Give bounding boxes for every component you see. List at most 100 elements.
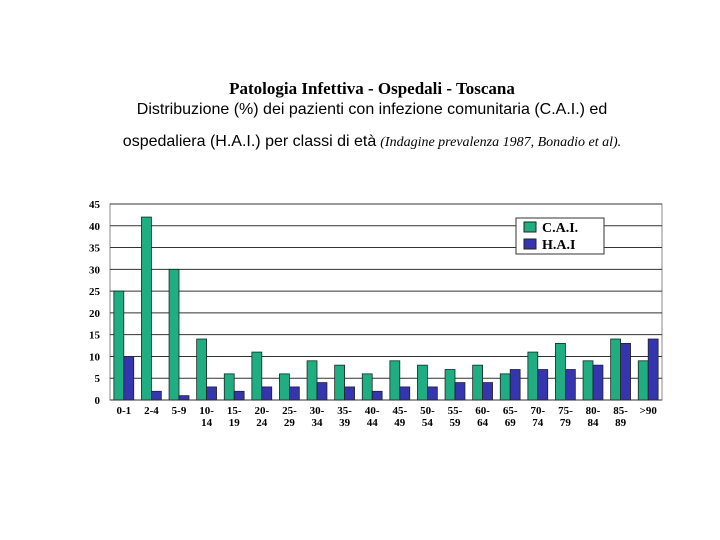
x-tick-label: 20-24 [254, 405, 269, 429]
x-tick-label: 55-59 [448, 405, 463, 429]
bar [482, 382, 493, 401]
x-tick-label: 10-14 [199, 405, 214, 429]
bar [389, 360, 401, 401]
x-tick-label-part: 80- [586, 405, 601, 417]
x-tick-label-part: 15- [227, 405, 242, 417]
x-tick-label-part: 75- [558, 405, 573, 417]
x-tick-label-part: 20- [254, 405, 269, 417]
x-tick-label: 80-84 [586, 405, 601, 429]
x-tick-label-part: 14 [201, 417, 213, 429]
y-tick-label: 45 [89, 199, 101, 211]
x-tick-label: 45-49 [392, 405, 407, 429]
x-tick-label-part: 79 [560, 417, 572, 429]
bar [233, 390, 245, 401]
x-tick-label-part: 64 [477, 417, 489, 429]
x-tick-label: 5-9 [172, 405, 187, 417]
x-tick-label: 0-1 [116, 405, 131, 417]
bar [592, 364, 604, 401]
y-tick-label: 5 [95, 373, 101, 385]
y-tick-label: 0 [95, 395, 101, 407]
x-tick-label: 70-74 [530, 405, 545, 429]
bar [472, 364, 484, 401]
x-tick-label-part: 85- [613, 405, 628, 417]
bar [399, 386, 411, 401]
bar [306, 360, 318, 401]
y-tick-label: 30 [89, 264, 101, 276]
x-tick-label-part: 29 [284, 417, 296, 429]
x-tick-label-part: 45- [392, 405, 407, 417]
bar [178, 395, 190, 401]
x-tick-label-part: 50- [420, 405, 435, 417]
x-tick-label: 85-89 [613, 405, 628, 429]
x-tick-label-part: 89 [615, 417, 627, 429]
x-tick-label-part: 30- [310, 405, 325, 417]
bar [261, 386, 273, 401]
x-tick-label: 25-29 [282, 405, 297, 429]
x-tick-label: 65-69 [503, 405, 518, 429]
chart-title: Patologia Infettiva - Ospedali - Toscana [229, 79, 515, 98]
x-tick-label-part: 34 [312, 417, 324, 429]
x-tick-label: 35-39 [337, 405, 352, 429]
x-tick-label: 40-44 [365, 405, 380, 429]
note: (Indagine prevalenza 1987, Bonadio et al… [380, 135, 621, 150]
legend-label: C.A.I. [542, 221, 578, 236]
bar [454, 382, 466, 401]
bar [537, 369, 549, 401]
x-tick-label-part: 84 [588, 417, 600, 429]
x-tick-label-part: 54 [422, 417, 434, 429]
x-tick-label-part: 19 [229, 417, 241, 429]
bar [251, 351, 263, 401]
x-tick-label: 30-34 [310, 405, 325, 429]
legend-swatch [523, 221, 537, 233]
x-tick-label: 75-79 [558, 405, 573, 429]
bar [555, 342, 566, 401]
x-tick-label-part: 69 [505, 417, 517, 429]
bar [417, 364, 428, 401]
x-tick-label-part: 70- [530, 405, 545, 417]
bar [206, 386, 217, 401]
y-tick-label: 10 [89, 351, 101, 363]
bar [620, 342, 631, 401]
bar [509, 369, 521, 401]
bar [279, 373, 290, 401]
y-tick-label: 25 [89, 286, 101, 298]
bar [141, 216, 152, 401]
bar [361, 373, 373, 401]
bar [168, 268, 180, 401]
x-tick-label: 2-4 [144, 405, 159, 417]
bar [426, 386, 438, 401]
x-tick-label-part: 55- [448, 405, 463, 417]
x-tick-label-part: 40- [365, 405, 380, 417]
bar [527, 351, 539, 401]
x-tick-label-part: 65- [503, 405, 518, 417]
x-tick-label-part: 59 [450, 417, 462, 429]
bar [610, 338, 622, 401]
bar [444, 369, 456, 401]
bar [499, 373, 511, 401]
x-tick-label-part: 44 [367, 417, 379, 429]
bar [196, 338, 208, 401]
bar [316, 382, 328, 401]
y-tick-label: 20 [89, 308, 101, 320]
x-tick-label-part: 39 [339, 417, 351, 429]
x-tick-label: 15-19 [227, 405, 242, 429]
bar [113, 290, 125, 401]
x-tick-label: 60-64 [475, 405, 490, 429]
y-tick-label: 15 [89, 330, 101, 342]
bar [150, 390, 162, 401]
bar [582, 360, 594, 401]
bar [565, 369, 576, 401]
x-tick-label-part: 10- [199, 405, 214, 417]
x-tick-label-part: 60- [475, 405, 490, 417]
x-tick-label: >90 [640, 405, 658, 417]
bar [288, 386, 300, 401]
subtitle: Distribuzione (%) dei pazienti con infez… [137, 101, 607, 118]
bar [123, 356, 135, 401]
bar [371, 390, 383, 401]
x-tick-label-part: 74 [532, 417, 544, 429]
subtitle-line: ospedaliera (H.A.I.) per classi di età (… [123, 133, 621, 150]
subtitle: ospedaliera (H.A.I.) per classi di età [123, 133, 377, 150]
legend-label: H.A.I [542, 238, 575, 253]
y-tick-label: 35 [89, 243, 101, 255]
